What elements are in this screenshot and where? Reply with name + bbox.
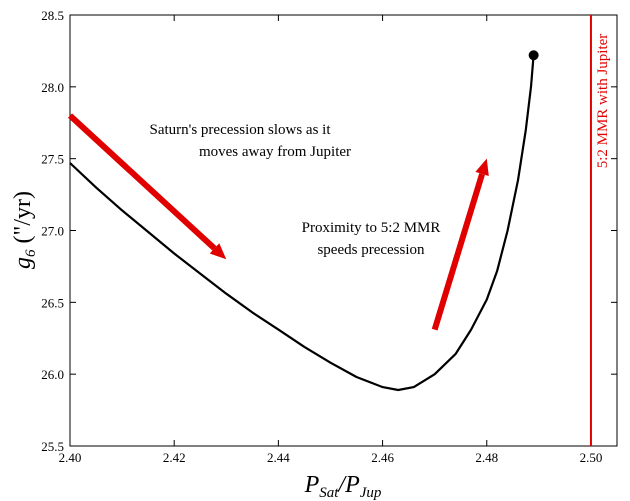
y-tick-label-4: 27.5 <box>41 152 64 167</box>
x-tick-label-2: 2.44 <box>267 450 290 465</box>
x-tick-label-4: 2.48 <box>475 450 498 465</box>
series-line-0 <box>69 55 535 392</box>
y-tick-label-5: 28.0 <box>41 80 64 95</box>
y-tick-label-6: 28.5 <box>41 8 64 23</box>
arrow-head-0 <box>209 243 227 260</box>
arrow-shaft-1 <box>431 173 485 331</box>
y-tick-label-2: 26.5 <box>41 295 64 310</box>
overlays: 5:2 MMR with Jupiter Saturn's precession … <box>67 15 611 446</box>
mmr-line-label: 5:2 MMR with Jupiter <box>595 34 611 169</box>
annotation-0-line-1: moves away from Jupiter <box>199 144 351 160</box>
annotation-1-line-0: Proximity to 5:2 MMR <box>302 220 441 236</box>
x-tick-label-5: 2.50 <box>580 450 603 465</box>
arrow-head-1 <box>475 158 489 177</box>
y-tick-label-3: 27.0 <box>41 224 64 239</box>
x-tick-label-3: 2.46 <box>371 450 394 465</box>
ticks: 2.40 2.42 2.44 2.46 2.48 2.50 25.5 26.0 26.5 27.0… <box>41 8 617 465</box>
annotation-1-line-1: speeds precession <box>317 242 425 258</box>
y-tick-label-1: 26.0 <box>41 367 64 382</box>
annotation-0-line-0: Saturn's precession slows as it <box>149 122 331 138</box>
arrow-shaft-0 <box>67 113 217 251</box>
x-tick-label-0: 2.40 <box>59 450 82 465</box>
y-tick-label-0: 25.5 <box>41 439 64 454</box>
x-tick-label-1: 2.42 <box>163 450 186 465</box>
series <box>69 50 539 392</box>
x-axis-title: PSat/PJup <box>304 472 382 501</box>
endpoint-marker <box>528 50 539 61</box>
y-axis-title: g6 ("/yr) <box>10 191 39 269</box>
